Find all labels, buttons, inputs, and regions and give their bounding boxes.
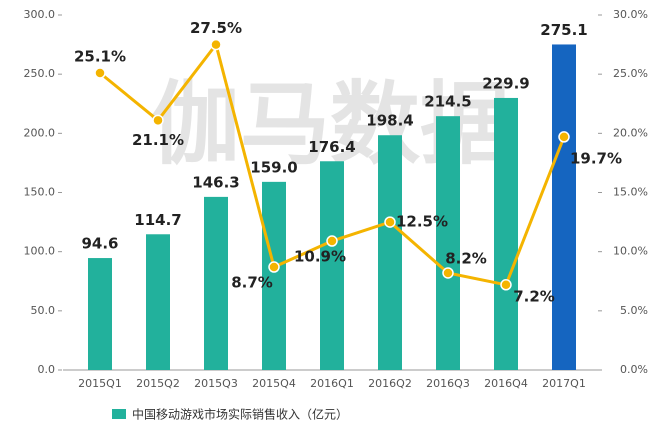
bar bbox=[436, 116, 460, 370]
x-tick-label: 2016Q1 bbox=[310, 377, 354, 390]
y2-tick-label: 0.0% bbox=[620, 363, 648, 376]
y-tick-label: 100.0 bbox=[24, 245, 56, 258]
line-value-label: 21.1% bbox=[132, 131, 184, 149]
line-marker bbox=[558, 131, 570, 143]
y-tick-label: 50.0 bbox=[31, 304, 56, 317]
line-marker bbox=[94, 67, 106, 79]
x-tick-label: 2016Q4 bbox=[484, 377, 528, 390]
line-value-label: 8.2% bbox=[445, 249, 487, 267]
line-marker bbox=[326, 235, 338, 247]
bar-value-label: 214.5 bbox=[424, 93, 471, 111]
bar bbox=[378, 135, 402, 370]
bar bbox=[262, 181, 286, 370]
x-tick-label: 2016Q2 bbox=[368, 377, 412, 390]
y-tick-label: 300.0 bbox=[24, 8, 56, 21]
line-marker bbox=[268, 261, 280, 273]
line-value-label: 25.1% bbox=[74, 47, 126, 65]
bar bbox=[494, 97, 518, 371]
bar bbox=[552, 44, 576, 371]
line-marker bbox=[210, 38, 222, 51]
bar-value-label: 94.6 bbox=[81, 235, 118, 253]
line-value-label: 7.2% bbox=[513, 287, 555, 305]
y2-tick-label: 25.0% bbox=[613, 67, 648, 80]
legend-swatch bbox=[112, 409, 126, 419]
line-marker bbox=[384, 216, 396, 228]
bar-value-label: 229.9 bbox=[482, 74, 529, 92]
line-value-label: 19.7% bbox=[570, 149, 622, 167]
y-tick-label: 0.0 bbox=[38, 363, 56, 376]
y2-tick-label: 30.0% bbox=[613, 8, 648, 21]
bar-value-label: 159.0 bbox=[250, 158, 297, 176]
y2-tick-label: 10.0% bbox=[613, 245, 648, 258]
bar bbox=[146, 234, 170, 370]
line-marker bbox=[152, 114, 164, 127]
line-marker bbox=[500, 279, 512, 291]
line-value-label: 10.9% bbox=[294, 248, 346, 266]
line-value-label: 8.7% bbox=[231, 274, 273, 292]
bar-value-label: 146.3 bbox=[192, 173, 239, 191]
bar-value-label: 198.4 bbox=[366, 112, 413, 130]
x-tick-label: 2015Q2 bbox=[136, 377, 180, 390]
y2-tick-label: 5.0% bbox=[620, 304, 648, 317]
bar bbox=[320, 161, 344, 370]
x-tick-label: 2015Q1 bbox=[78, 377, 122, 390]
legend-label: 中国移动游戏市场实际销售收入（亿元） bbox=[132, 407, 348, 422]
y-tick-label: 150.0 bbox=[24, 186, 56, 199]
bar-value-label: 114.7 bbox=[134, 211, 181, 229]
y2-tick-label: 20.0% bbox=[613, 126, 648, 139]
bar bbox=[88, 258, 112, 370]
bar-value-label: 275.1 bbox=[540, 21, 587, 39]
line-value-label: 12.5% bbox=[396, 213, 448, 231]
x-tick-label: 2016Q3 bbox=[426, 377, 470, 390]
bar-value-label: 176.4 bbox=[308, 138, 355, 156]
line-marker bbox=[442, 267, 454, 279]
y2-tick-label: 15.0% bbox=[613, 186, 648, 199]
bar bbox=[204, 196, 228, 370]
x-tick-label: 2015Q4 bbox=[252, 377, 296, 390]
x-tick-label: 2015Q3 bbox=[194, 377, 238, 390]
line-value-label: 27.5% bbox=[190, 19, 242, 37]
y-tick-label: 200.0 bbox=[24, 126, 56, 139]
x-tick-label: 2017Q1 bbox=[542, 377, 586, 390]
y-tick-label: 250.0 bbox=[24, 67, 56, 80]
